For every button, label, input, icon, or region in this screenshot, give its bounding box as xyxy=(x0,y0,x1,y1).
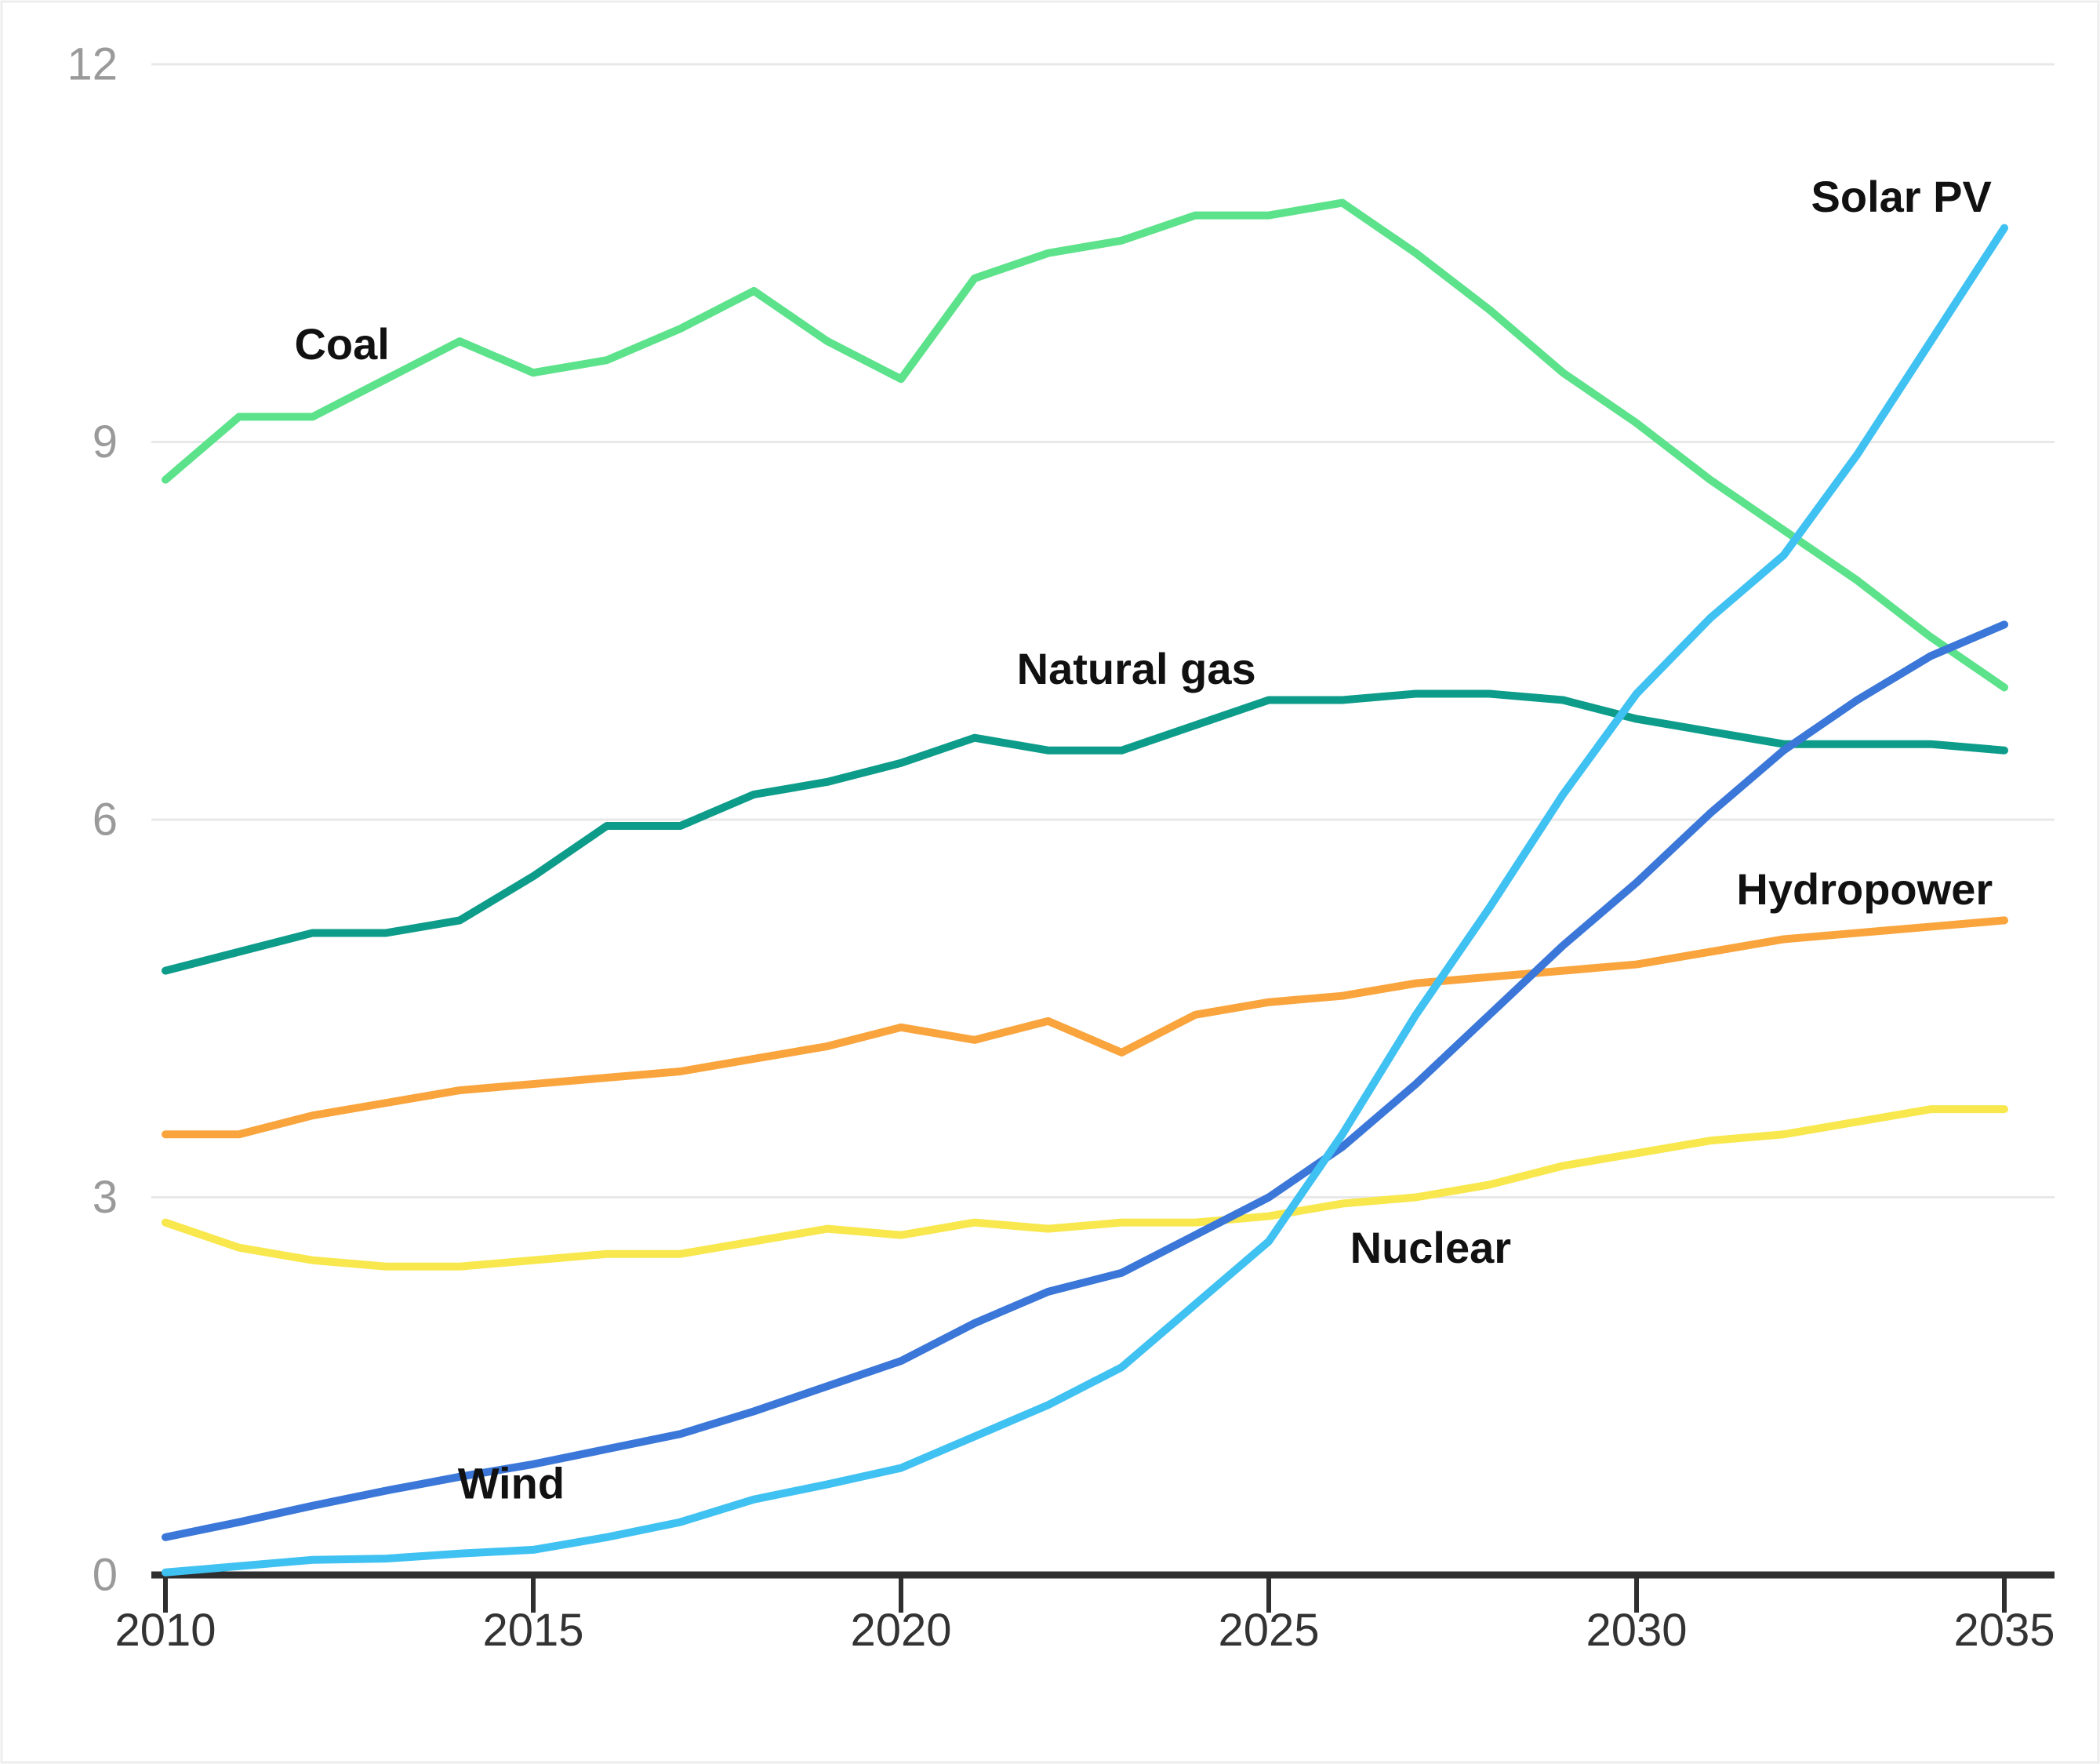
x-tick-label-2030: 2030 xyxy=(1586,1605,1687,1656)
y-tick-label-12: 12 xyxy=(67,39,118,90)
y-tick-label-9: 9 xyxy=(93,416,118,467)
x-tick-label-2010: 2010 xyxy=(114,1605,216,1656)
series-label-hydropower: Hydropower xyxy=(1736,864,1993,914)
series-label-natural-gas: Natural gas xyxy=(1017,644,1256,693)
series-label-wind: Wind xyxy=(458,1458,565,1508)
series-label-solar-pv: Solar PV xyxy=(1811,172,1992,221)
y-tick-label-3: 3 xyxy=(93,1172,118,1223)
series-label-nuclear: Nuclear xyxy=(1350,1223,1511,1272)
x-tick-label-2020: 2020 xyxy=(850,1605,951,1656)
y-tick-label-6: 6 xyxy=(93,795,118,846)
x-tick-label-2025: 2025 xyxy=(1218,1605,1319,1656)
series-label-coal: Coal xyxy=(294,319,389,369)
series-line-hydropower xyxy=(162,916,2008,1139)
series-line-wind xyxy=(162,620,2008,1541)
x-tick-label-2015: 2015 xyxy=(482,1605,583,1656)
y-tick-label-0: 0 xyxy=(93,1550,118,1601)
series-line-solar-pv xyxy=(162,224,2008,1577)
series-line-nuclear xyxy=(162,1105,2008,1271)
series-line-natural-gas xyxy=(162,689,2008,975)
series-line-coal xyxy=(162,198,2008,692)
x-tick-label-2035: 2035 xyxy=(1953,1605,2055,1656)
